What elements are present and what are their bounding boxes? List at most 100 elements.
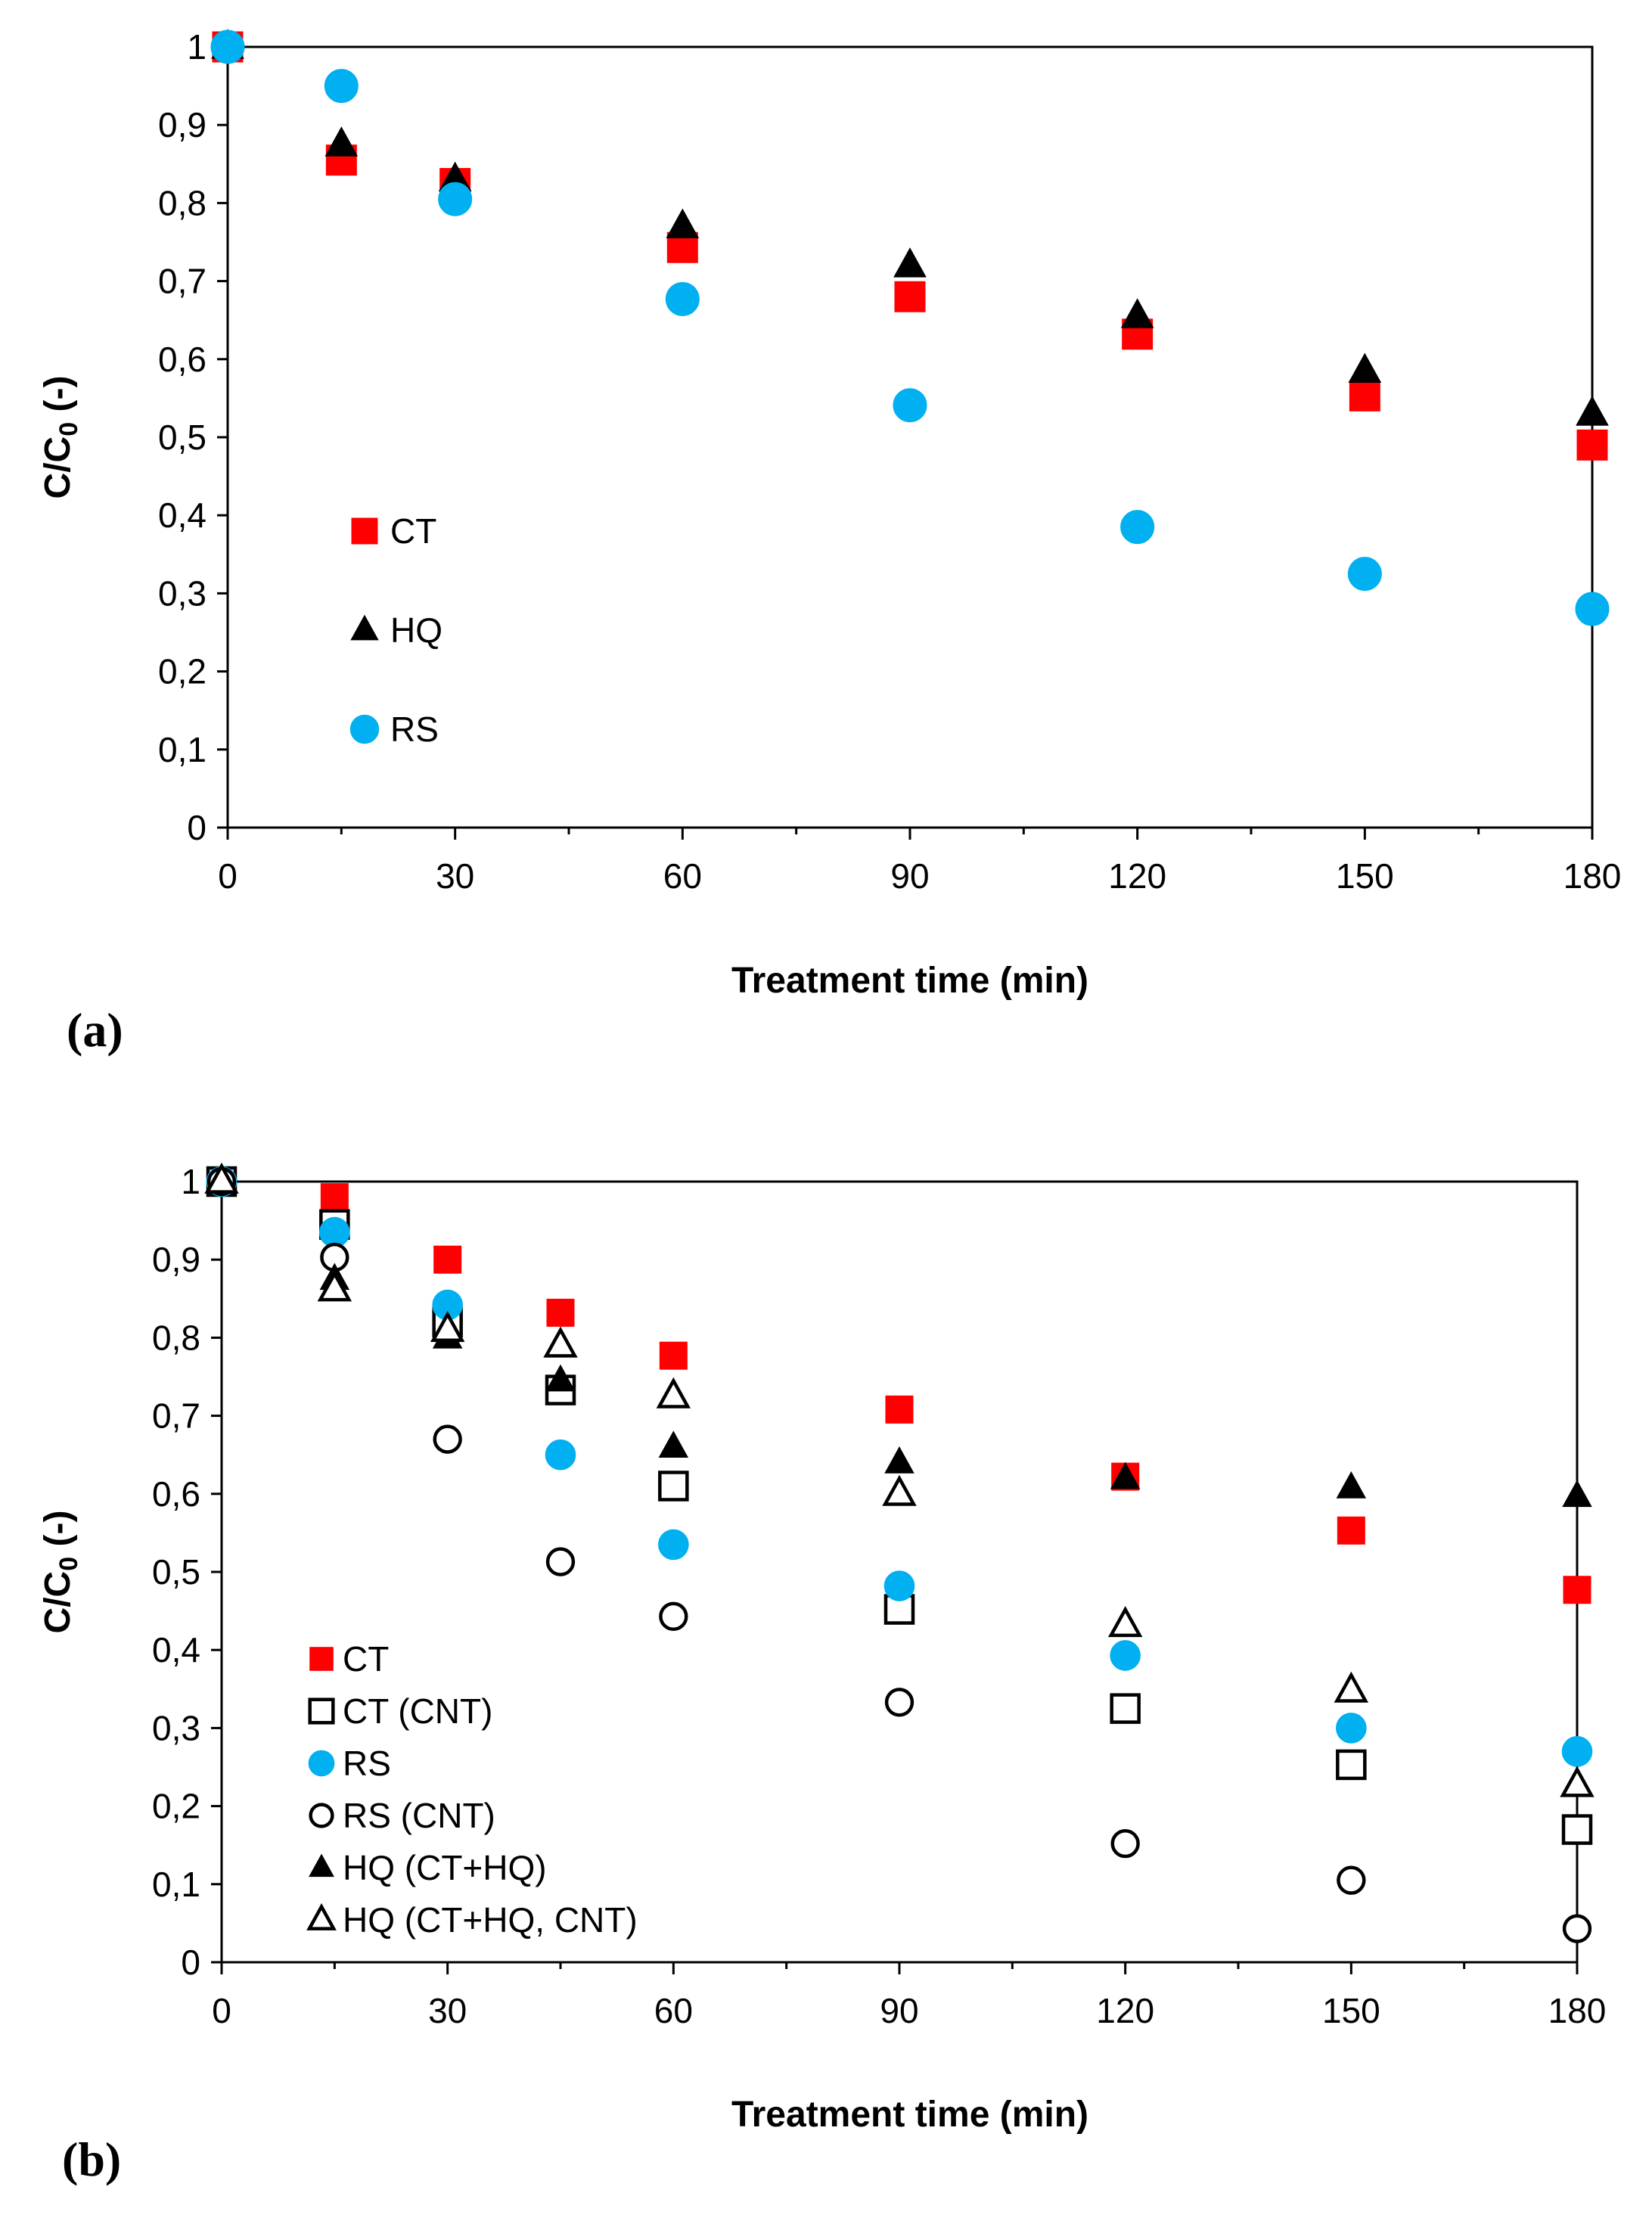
data-point bbox=[1337, 1516, 1365, 1545]
panel-label-a: (a) bbox=[67, 1003, 123, 1057]
data-point bbox=[893, 247, 927, 278]
axis-ticks-a: 0 0,1 0,2 0,3 0,4 0,5 0,6 0,7 0,8 0,9 1 0 30 60 90 120 1… bbox=[158, 27, 1621, 896]
series-b-2 bbox=[206, 1166, 1593, 1767]
legend-marker bbox=[308, 1750, 335, 1777]
legend-label: RS (CNT) bbox=[343, 1796, 495, 1835]
data-point bbox=[433, 1245, 462, 1274]
data-point bbox=[1337, 1865, 1366, 1895]
x-tick-label-b: 120 bbox=[1096, 1991, 1154, 2030]
x-tick-label-a: 30 bbox=[436, 856, 474, 896]
y-tick-label-b: 0,8 bbox=[152, 1318, 200, 1357]
legend-marker bbox=[350, 614, 379, 641]
data-point bbox=[1107, 1606, 1143, 1638]
series-b-4 bbox=[206, 1165, 1592, 1508]
y-tick-label-a: 0,9 bbox=[158, 105, 206, 144]
legend-a: CT HQ RS bbox=[349, 511, 442, 749]
x-tick-label-b: 60 bbox=[654, 1991, 693, 2030]
y-tick-label-a: 0,3 bbox=[158, 573, 206, 613]
legend-label: RS bbox=[343, 1744, 391, 1783]
data-point bbox=[433, 1424, 462, 1454]
data-point bbox=[656, 1377, 691, 1409]
legend-label: HQ (CT+HQ, CNT) bbox=[343, 1900, 638, 1940]
y-tick-label-b: 1 bbox=[181, 1162, 200, 1201]
legend-marker bbox=[309, 1647, 334, 1671]
x-tick-label-a: 150 bbox=[1336, 856, 1394, 896]
data-point bbox=[1348, 353, 1382, 383]
y-tick-label-b: 0,3 bbox=[152, 1708, 200, 1747]
chart-panel-a: 0 0,1 0,2 0,3 0,4 0,5 0,6 0,7 0,8 0,9 1 0 30 60 90 120 1… bbox=[38, 27, 1621, 1057]
data-point bbox=[883, 1594, 915, 1625]
y-tick-label-a: 0,4 bbox=[158, 495, 206, 535]
data-point bbox=[658, 1430, 689, 1458]
y-axis-title-b: C/C0 (-) bbox=[38, 1511, 83, 1634]
y-tick-label-b: 0,5 bbox=[152, 1552, 200, 1592]
data-point bbox=[659, 1341, 688, 1370]
y-tick-label-a: 0,8 bbox=[158, 183, 206, 222]
x-tick-label-a: 180 bbox=[1564, 856, 1622, 896]
data-point bbox=[1561, 1814, 1593, 1845]
data-points-a bbox=[210, 29, 1610, 626]
y-tick-label-b: 0,9 bbox=[152, 1240, 200, 1279]
data-point bbox=[1561, 1736, 1593, 1767]
y-tick-label-b: 0,1 bbox=[152, 1865, 200, 1904]
data-point bbox=[1120, 298, 1154, 328]
data-point bbox=[438, 182, 473, 216]
data-point bbox=[1349, 380, 1380, 412]
data-point bbox=[658, 1471, 689, 1502]
data-point bbox=[1347, 557, 1382, 592]
legend-marker bbox=[306, 1902, 337, 1930]
series-a-2 bbox=[210, 30, 1610, 626]
data-point bbox=[430, 1310, 465, 1343]
x-tick-label-a: 90 bbox=[890, 856, 929, 896]
legend-label: CT bbox=[390, 511, 436, 551]
series-b-0 bbox=[207, 1167, 1591, 1604]
data-point bbox=[1110, 1640, 1141, 1671]
x-tick-label-a: 0 bbox=[218, 856, 238, 896]
y-tick-label-b: 0,2 bbox=[152, 1787, 200, 1826]
data-point bbox=[1560, 1766, 1595, 1797]
data-point bbox=[894, 281, 926, 312]
y-tick-label-a: 1 bbox=[187, 27, 206, 67]
data-point bbox=[545, 1547, 576, 1576]
data-point bbox=[893, 388, 927, 423]
data-points-b bbox=[204, 1162, 1595, 1943]
data-point bbox=[885, 1395, 914, 1424]
data-point bbox=[1575, 592, 1610, 626]
data-point bbox=[204, 1162, 239, 1194]
data-point bbox=[884, 1446, 914, 1474]
y-tick-label-a: 0,5 bbox=[158, 418, 206, 457]
x-tick-label-b: 30 bbox=[428, 1991, 467, 2030]
data-point bbox=[1110, 1461, 1141, 1489]
series-a-1 bbox=[211, 29, 1609, 426]
x-tick-label-b: 150 bbox=[1322, 1991, 1380, 2030]
data-point bbox=[324, 126, 359, 157]
data-point bbox=[1110, 1693, 1141, 1724]
legend-b: CT CT (CNT) RS RS (CNT) HQ (CT+HQ) HQ (CT+HQ,… bbox=[306, 1639, 638, 1940]
data-point bbox=[210, 30, 245, 64]
data-point bbox=[1336, 1749, 1367, 1781]
data-point bbox=[320, 1183, 349, 1212]
data-point bbox=[665, 281, 700, 316]
series-b-5 bbox=[204, 1162, 1595, 1797]
panel-label-b: (b) bbox=[62, 2132, 121, 2186]
data-point bbox=[1334, 1671, 1369, 1703]
legend-marker bbox=[351, 517, 378, 545]
legend-marker bbox=[309, 1853, 334, 1878]
y-tick-label-a: 0 bbox=[187, 808, 206, 847]
legend-label: RS bbox=[390, 710, 439, 749]
legend-marker bbox=[309, 1803, 334, 1828]
chart-panel-b: 0 0,1 0,2 0,3 0,4 0,5 0,6 0,7 0,8 0,9 1 0 30 60 90 120 1… bbox=[38, 1162, 1606, 2186]
y-tick-label-a: 0,1 bbox=[158, 730, 206, 769]
x-tick-label-b: 180 bbox=[1548, 1991, 1607, 2030]
data-point bbox=[1562, 1914, 1592, 1943]
x-axis-title-a: Treatment time (min) bbox=[731, 961, 1088, 1001]
y-tick-label-b: 0,6 bbox=[152, 1474, 200, 1514]
data-point bbox=[543, 1326, 578, 1358]
x-axis-title-b: Treatment time (min) bbox=[731, 2095, 1088, 2135]
y-tick-label-b: 0 bbox=[181, 1943, 200, 1982]
data-point bbox=[1336, 1713, 1367, 1744]
y-axis-title-a: C/C0 (-) bbox=[38, 376, 83, 499]
data-point bbox=[545, 1439, 576, 1471]
data-point bbox=[666, 208, 700, 239]
